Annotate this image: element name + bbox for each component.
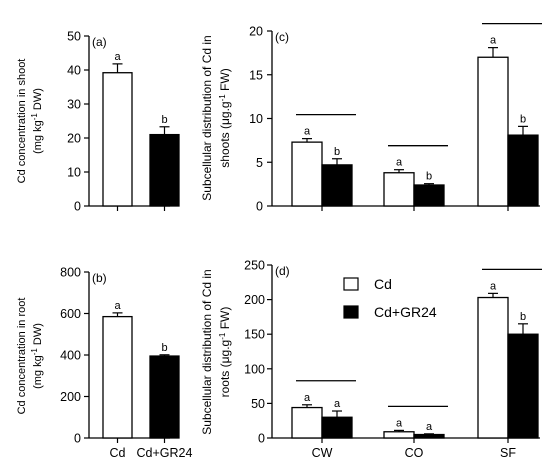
panel-label: (d) bbox=[275, 264, 290, 278]
y-tick-label: 15 bbox=[249, 68, 263, 82]
chart-panel-a: (a) 0 10 20 30 40 50 Cd concentration in shoot(… bbox=[16, 30, 180, 214]
bar bbox=[383, 172, 415, 207]
significance-letter: a bbox=[304, 392, 311, 404]
y-tick-label: 0 bbox=[258, 432, 265, 446]
y-tick-label: 40 bbox=[67, 64, 81, 78]
bar bbox=[102, 72, 133, 207]
y-tick-label: 50 bbox=[251, 397, 265, 411]
y-axis-title: (mg kg-1 DW) bbox=[30, 323, 45, 389]
y-tick-label: 200 bbox=[244, 293, 265, 307]
bar bbox=[383, 431, 415, 439]
y-axis-title: Subcellular distribution of Cd in bbox=[200, 35, 214, 200]
y-axis-title: shoots (μg.g-1 FW) bbox=[218, 68, 233, 167]
significance-letter: b bbox=[161, 342, 167, 354]
legend: Cd Cd+GR24 bbox=[343, 276, 437, 320]
legend-swatch bbox=[343, 305, 359, 319]
significance-letter: b bbox=[334, 146, 340, 158]
legend-label: Cd+GR24 bbox=[374, 304, 437, 320]
bar bbox=[102, 315, 133, 439]
legend-swatch bbox=[343, 277, 359, 291]
y-tick-label: 20 bbox=[67, 132, 81, 146]
significance-letter: a bbox=[426, 421, 433, 433]
bar bbox=[291, 406, 323, 439]
significance-letter: b bbox=[426, 171, 432, 183]
significance-letter: a bbox=[396, 417, 403, 429]
y-axis-title: Cd concentration in root bbox=[16, 298, 28, 415]
bar bbox=[477, 296, 509, 439]
bar bbox=[321, 164, 353, 207]
bar bbox=[291, 141, 323, 207]
y-tick-label: 20 bbox=[249, 25, 263, 39]
chart-panel-c: (c) 0 5 10 15 20 Subcellular distribution of C… bbox=[200, 22, 542, 214]
y-tick-label: 50 bbox=[67, 30, 81, 44]
y-tick-label: 200 bbox=[60, 390, 81, 404]
y-axis-title: (mg kg-1 DW) bbox=[30, 88, 45, 154]
bar bbox=[413, 433, 445, 439]
y-axis-title: Subcellular distribution of Cd in bbox=[200, 269, 214, 434]
y-tick-label: 400 bbox=[60, 349, 81, 363]
y-tick-label: 10 bbox=[67, 166, 81, 180]
chart-panel-d: (d) 0 50 100 150 200 250 Subcellular distributi… bbox=[200, 259, 542, 460]
bar bbox=[149, 355, 180, 439]
bar bbox=[413, 184, 445, 207]
y-tick-label: 150 bbox=[244, 328, 265, 342]
y-axis-title: Cd concentration in shoot bbox=[16, 59, 28, 184]
significance-letter: a bbox=[114, 51, 121, 63]
y-tick-label: 250 bbox=[244, 259, 265, 273]
significance-letter: a bbox=[334, 398, 341, 410]
bar bbox=[507, 333, 539, 439]
y-tick-label: 10 bbox=[249, 112, 263, 126]
bar bbox=[477, 56, 509, 207]
panel-label: (b) bbox=[92, 271, 107, 285]
y-tick-label: 5 bbox=[256, 156, 263, 170]
x-tick-label: CO bbox=[405, 446, 424, 460]
significance-letter: a bbox=[490, 280, 497, 292]
y-tick-label: 0 bbox=[74, 200, 81, 214]
y-tick-label: 0 bbox=[74, 432, 81, 446]
significance-letter: a bbox=[114, 300, 121, 312]
y-tick-label: 100 bbox=[244, 362, 265, 376]
x-tick-label: CW bbox=[312, 446, 333, 460]
significance-letter: b bbox=[520, 311, 526, 323]
x-tick-label: Cd+GR24 bbox=[137, 446, 193, 460]
x-tick-label: SF bbox=[500, 446, 516, 460]
y-tick-label: 30 bbox=[67, 98, 81, 112]
y-tick-label: 600 bbox=[60, 307, 81, 321]
significance-letter: b bbox=[161, 114, 167, 126]
y-tick-label: 0 bbox=[256, 200, 263, 214]
y-axis-title: roots (μg.g-1 FW) bbox=[218, 307, 233, 398]
significance-letter: b bbox=[520, 113, 526, 125]
significance-letter: a bbox=[304, 126, 311, 138]
bar bbox=[507, 134, 539, 207]
significance-letter: a bbox=[490, 35, 497, 47]
x-tick-label: Cd bbox=[110, 446, 126, 460]
y-tick-label: 800 bbox=[60, 266, 81, 280]
panel-label: (a) bbox=[92, 35, 107, 49]
panel-label: (c) bbox=[275, 30, 289, 44]
bar bbox=[321, 416, 353, 439]
legend-label: Cd bbox=[374, 276, 392, 292]
bar bbox=[149, 133, 180, 207]
significance-letter: a bbox=[396, 157, 403, 169]
chart-panel-b: (b) 0 200 400 600 800 Cd concentration in root… bbox=[16, 266, 193, 461]
